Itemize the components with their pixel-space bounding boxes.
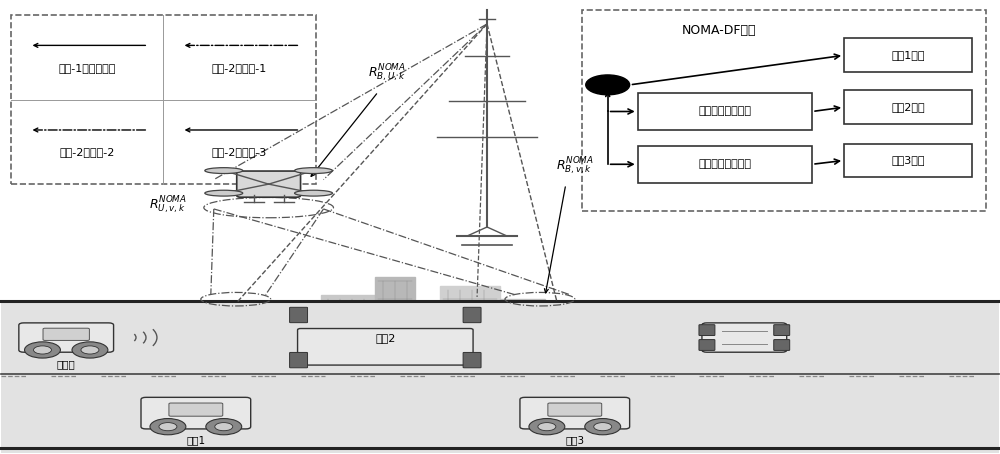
FancyBboxPatch shape <box>638 146 812 183</box>
FancyBboxPatch shape <box>298 329 473 365</box>
Circle shape <box>206 419 242 435</box>
FancyBboxPatch shape <box>43 328 89 340</box>
Bar <box>709 331 737 421</box>
Bar <box>121 340 149 421</box>
FancyBboxPatch shape <box>638 93 812 130</box>
Bar <box>320 295 375 421</box>
Bar <box>545 322 580 421</box>
Text: 时隙-1，所有信道: 时隙-1，所有信道 <box>59 63 116 73</box>
Circle shape <box>594 423 612 431</box>
Text: 对阵-2，信道-1: 对阵-2，信道-1 <box>212 63 267 73</box>
Bar <box>11 304 46 421</box>
Circle shape <box>529 419 565 435</box>
Text: 听听者: 听听者 <box>57 359 76 369</box>
Circle shape <box>585 419 621 435</box>
Ellipse shape <box>295 168 332 173</box>
Bar <box>101 353 121 421</box>
Bar <box>879 322 909 421</box>
Text: 车木1解码: 车木1解码 <box>891 50 925 60</box>
Circle shape <box>25 342 60 358</box>
FancyBboxPatch shape <box>290 352 308 368</box>
Text: 多址干扰消除技术: 多址干扰消除技术 <box>698 107 751 117</box>
Circle shape <box>159 423 177 431</box>
Text: 车木2解码: 车木2解码 <box>891 102 925 112</box>
Text: 多址干扰消除技术: 多址干扰消除技术 <box>698 159 751 169</box>
Bar <box>500 299 545 421</box>
FancyBboxPatch shape <box>699 340 715 350</box>
FancyBboxPatch shape <box>844 39 972 72</box>
FancyBboxPatch shape <box>141 397 251 429</box>
FancyBboxPatch shape <box>463 352 481 368</box>
FancyBboxPatch shape <box>237 171 301 197</box>
Bar <box>909 340 944 421</box>
Bar <box>415 308 445 421</box>
FancyBboxPatch shape <box>844 143 972 178</box>
Circle shape <box>538 423 556 431</box>
Bar <box>440 286 500 421</box>
Bar <box>171 349 196 421</box>
Bar <box>824 331 854 421</box>
Text: 时隙-2，信道-2: 时隙-2，信道-2 <box>60 147 115 157</box>
Bar <box>1 301 999 453</box>
Bar <box>769 340 797 421</box>
Bar <box>149 326 171 421</box>
FancyBboxPatch shape <box>463 307 481 323</box>
Bar <box>974 336 999 421</box>
Text: 车木3解码: 车木3解码 <box>891 155 925 165</box>
Bar <box>680 313 709 421</box>
FancyBboxPatch shape <box>169 403 223 416</box>
FancyBboxPatch shape <box>290 307 308 323</box>
Circle shape <box>33 346 51 354</box>
Circle shape <box>215 423 233 431</box>
FancyBboxPatch shape <box>548 403 602 416</box>
Bar <box>46 331 71 421</box>
Text: 车木1: 车木1 <box>186 435 205 445</box>
Text: 车木3: 车木3 <box>565 435 584 445</box>
Circle shape <box>150 419 186 435</box>
Ellipse shape <box>295 190 332 196</box>
Circle shape <box>72 342 108 358</box>
Text: $R_{B,U,k}^{NOMA}$: $R_{B,U,k}^{NOMA}$ <box>368 63 406 84</box>
FancyBboxPatch shape <box>774 325 790 336</box>
Text: 车木2: 车木2 <box>375 332 396 343</box>
Bar <box>71 317 101 421</box>
FancyBboxPatch shape <box>11 15 316 184</box>
Bar <box>737 322 769 421</box>
FancyBboxPatch shape <box>774 340 790 350</box>
Bar <box>1 374 999 453</box>
FancyBboxPatch shape <box>699 325 715 336</box>
Circle shape <box>81 346 99 354</box>
Text: $R_{B,v,k}^{NOMA}$: $R_{B,v,k}^{NOMA}$ <box>556 155 594 177</box>
Bar <box>944 322 974 421</box>
Bar <box>854 304 879 421</box>
Text: NOMA-DF协议: NOMA-DF协议 <box>682 24 757 37</box>
Circle shape <box>586 75 630 95</box>
Text: 对阵-2，信道-3: 对阵-2，信道-3 <box>212 147 267 157</box>
Ellipse shape <box>205 168 243 173</box>
Bar <box>799 313 824 421</box>
FancyBboxPatch shape <box>582 10 986 211</box>
Bar <box>375 276 415 421</box>
Bar <box>1 301 999 374</box>
FancyBboxPatch shape <box>520 397 630 429</box>
Ellipse shape <box>205 190 243 196</box>
FancyBboxPatch shape <box>19 323 114 352</box>
Bar <box>580 336 610 421</box>
Text: $R_{U,v,k}^{NOMA}$: $R_{U,v,k}^{NOMA}$ <box>149 195 187 216</box>
FancyBboxPatch shape <box>702 323 787 352</box>
FancyBboxPatch shape <box>844 90 972 124</box>
